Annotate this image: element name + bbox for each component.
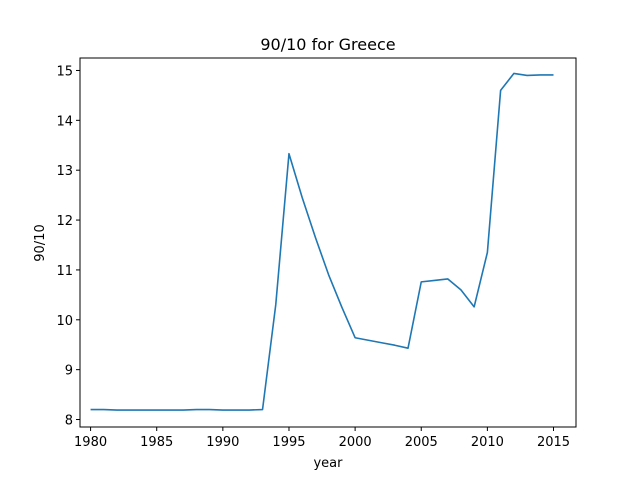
x-axis-title: year: [313, 456, 343, 471]
y-tick-label: 8: [65, 414, 73, 429]
x-tick-label: 1990: [206, 435, 239, 450]
y-tick-label: 14: [56, 114, 73, 129]
y-axis-title: 90/10: [33, 224, 48, 261]
x-tick-label: 2015: [537, 435, 570, 450]
x-tick-label: 2000: [339, 435, 372, 450]
plot-area: [79, 57, 577, 428]
chart-title: 90/10 for Greece: [260, 35, 395, 54]
y-tick-label: 15: [56, 64, 73, 79]
series-line-0: [90, 72, 554, 411]
y-tick-label: 9: [65, 364, 73, 379]
plot-frame: [79, 57, 577, 428]
y-tick-label: 10: [56, 314, 73, 329]
x-tick-label: 2010: [471, 435, 504, 450]
y-tick-label: 12: [56, 214, 73, 229]
x-tick-label: 1995: [272, 435, 305, 450]
x-tick-label: 2005: [405, 435, 438, 450]
y-tick-label: 13: [56, 164, 73, 179]
y-axis: 8 9 10 11 12 13 14 15: [56, 64, 80, 429]
x-axis: 1980 1985 1990 1995 2000 2005 2010 2015: [74, 427, 570, 450]
y-tick-label: 11: [56, 264, 73, 279]
x-tick-label: 1980: [74, 435, 107, 450]
x-tick-label: 1985: [140, 435, 173, 450]
